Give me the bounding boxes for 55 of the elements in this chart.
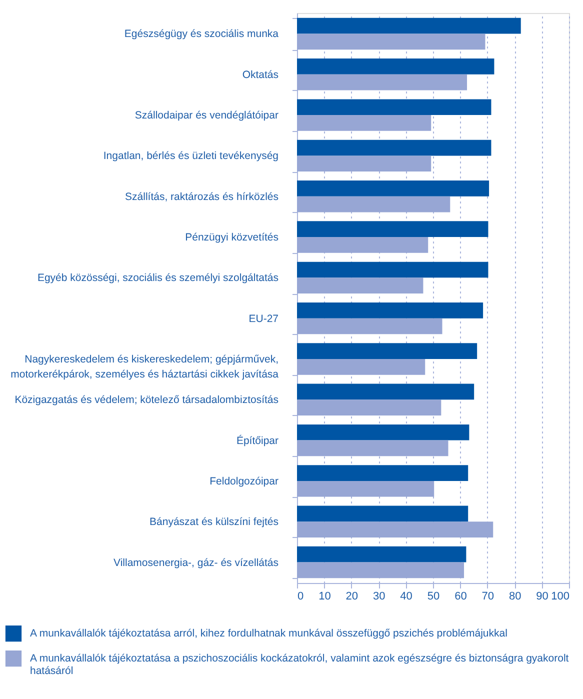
x-tick-label: 90	[536, 590, 548, 602]
bar	[297, 74, 467, 90]
bar	[297, 237, 428, 253]
y-tick-label: Szállítás, raktározás és hírközlés	[125, 190, 278, 203]
bar	[297, 196, 450, 212]
y-tick-label: Pénzügyi közvetítés	[185, 232, 278, 244]
legend-label: A munkavállalók tájékoztatása a pszichoszociális kockázatokról, valamint azok egészségre és biztonságra gyakorolt hatásáról	[30, 652, 569, 677]
bar	[297, 34, 486, 50]
x-tick-label: 30	[372, 590, 386, 602]
x-tick-label: 80	[508, 590, 522, 602]
legend-label: A munkavállalók tájékoztatása arról, kihez fordulhatnak munkával összefüggő pszichés problémájukkal	[30, 628, 508, 640]
bar	[297, 221, 488, 238]
y-tick-label: Feldolgozóipar	[210, 475, 279, 488]
y-tick-label: Nagykereskedelem és kiskereskedelem; gépjárművek, motorkerékpárok, személyes és háztartási cikkek javítása	[10, 353, 279, 380]
bar	[297, 480, 434, 497]
bar	[297, 424, 470, 440]
bar	[297, 156, 432, 172]
bar	[297, 343, 478, 359]
x-tick-label: 40	[400, 590, 412, 602]
bar	[297, 140, 492, 156]
y-tick-label: Ingatlan, bérlés és üzleti tevékenység	[103, 150, 279, 162]
bar	[297, 99, 492, 116]
bar	[297, 180, 490, 196]
x-tick-label: 20	[346, 590, 358, 602]
bar	[297, 318, 442, 334]
bar	[297, 58, 494, 74]
bar	[297, 384, 474, 400]
x-tick-label: 60	[454, 590, 467, 602]
bar	[297, 465, 468, 481]
bar	[297, 562, 464, 578]
bar	[297, 278, 424, 294]
bar	[297, 400, 442, 416]
bar	[297, 262, 488, 278]
x-tick-label: 10	[318, 590, 331, 602]
y-tick-label: Közigazgatás és védelem; kötelező társadalombiztosítás	[14, 394, 278, 406]
x-tick-label: 50	[427, 590, 440, 602]
bar	[297, 18, 521, 34]
bar	[297, 115, 432, 131]
y-tick-label: EU-27	[248, 312, 279, 325]
y-tick-label: Egyéb közösségi, szociális és személyi szolgáltatás	[37, 272, 278, 284]
y-tick-label: Villamosenergia-, gáz- és vízellátás	[114, 556, 278, 569]
x-tick-label: 0	[298, 590, 304, 602]
y-tick-label: Oktatás	[242, 68, 278, 81]
y-tick-label: Szállodaipar és vendéglátóipar	[134, 110, 279, 122]
bar	[297, 522, 494, 538]
bar	[297, 546, 466, 562]
x-tick-label: 70	[482, 590, 494, 602]
bar	[297, 302, 484, 318]
bar	[297, 506, 468, 522]
y-tick-label: Építőipar	[236, 434, 279, 447]
y-tick-label: Egészségügy és szociális munka	[124, 28, 279, 40]
bar	[297, 358, 426, 375]
bar	[297, 440, 448, 456]
y-tick-label: Bányászat és külszíni fejtés	[150, 516, 278, 528]
x-tick-label: 100	[551, 590, 570, 602]
